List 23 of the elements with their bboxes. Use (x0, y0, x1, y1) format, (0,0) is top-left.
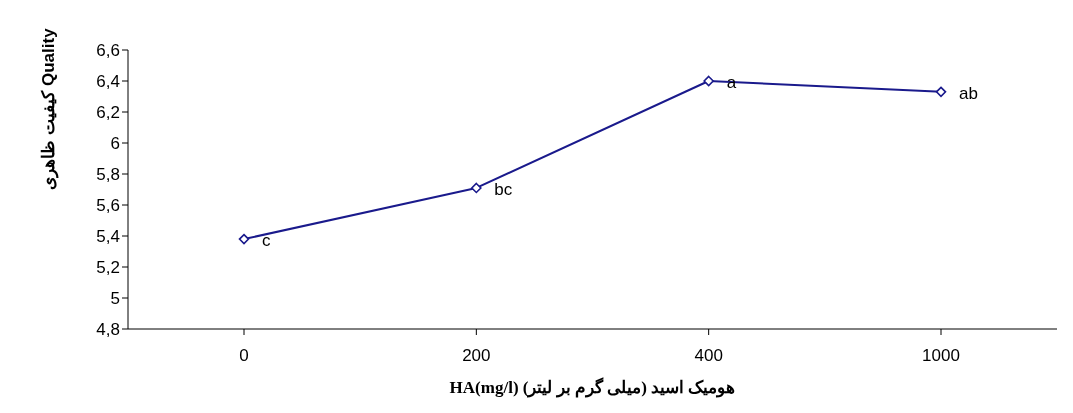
y-tick-label: 5,8 (96, 165, 120, 185)
x-tick-label: 0 (239, 346, 249, 366)
annotation: ab (959, 83, 978, 103)
y-tick-label: 6 (110, 134, 120, 154)
y-tick-label: 6,6 (96, 41, 120, 61)
y-tick-label: 6,2 (96, 103, 120, 123)
y-tick-label: 5,6 (96, 196, 120, 216)
point (935, 86, 947, 98)
y-tick-label: 6,4 (96, 72, 120, 92)
y-tick-label: 5,2 (96, 258, 120, 278)
x-axis-title: HA(mg/l) هومیک اسید (میلی گرم بر لیتر) (449, 377, 736, 398)
annotation: c (262, 231, 271, 251)
y-tick-label: 4,8 (96, 320, 120, 340)
y-axis-title: کیفیت ظاهری Quality (39, 27, 60, 190)
x-tick-label: 1000 (922, 346, 960, 366)
point (471, 182, 482, 194)
y-tick-label: 5 (110, 289, 120, 309)
annotation: bc (494, 179, 513, 199)
point (238, 233, 250, 245)
point (703, 75, 714, 87)
x-tick-label: 200 (462, 346, 491, 366)
y-tick-label: 5,4 (96, 227, 120, 247)
x-tick-label: 400 (694, 346, 723, 366)
